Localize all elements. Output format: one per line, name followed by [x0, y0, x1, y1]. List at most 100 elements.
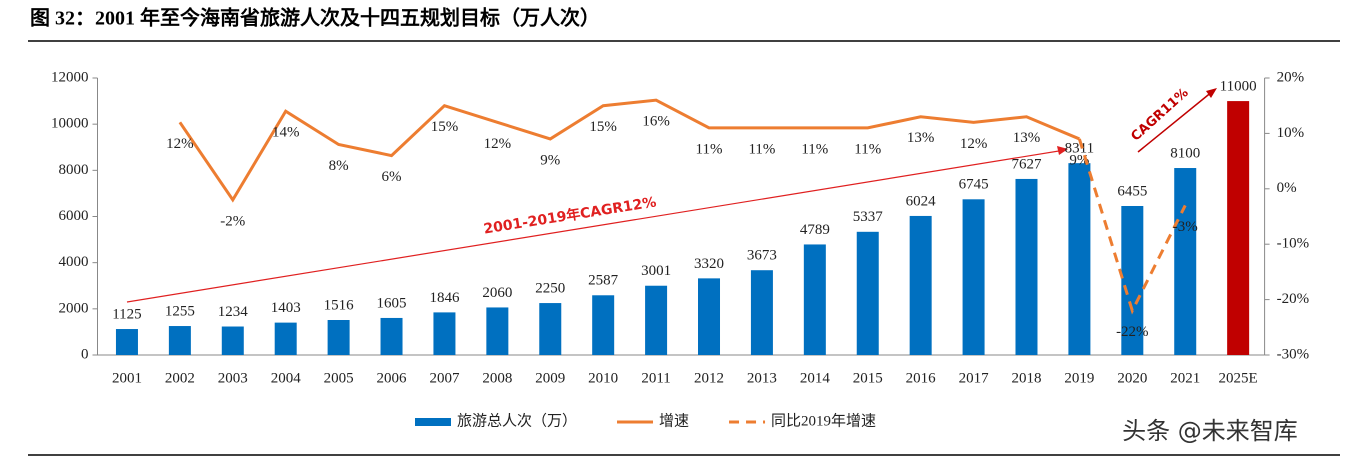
x-tick-label: 2011: [641, 370, 670, 386]
annotation: 2001-2019年CAGR12%: [482, 193, 657, 237]
bar: [274, 322, 297, 355]
line-label: -3%: [1173, 219, 1198, 235]
bar: [645, 285, 668, 355]
watermark: 头条 @未来智库: [1122, 417, 1298, 445]
y-tick-label: 2000: [59, 300, 89, 316]
line: [178, 98, 1080, 203]
line-label: 15%: [589, 119, 617, 135]
bar: [539, 303, 562, 355]
x-tick-label: 2012: [694, 370, 724, 386]
y2-tick-label: 10%: [1277, 125, 1305, 141]
legend-swatch: [415, 418, 451, 426]
bar-label: 3320: [694, 256, 724, 272]
bar: [380, 317, 403, 355]
bar-label: 2587: [588, 273, 619, 289]
arrow-head: [1206, 88, 1217, 98]
legend-label: 同比2019年增速: [771, 412, 876, 429]
arrow: [126, 149, 1066, 303]
bar: [486, 307, 509, 355]
y-tick-label: 4000: [59, 254, 89, 270]
annotation: CAGR11%: [1128, 86, 1191, 145]
x-tick-label: 2008: [482, 370, 512, 386]
x-tick-label: 2001: [112, 370, 142, 386]
y-tick-label: 10000: [51, 116, 89, 132]
bar-label: 11000: [1220, 79, 1257, 95]
line-label: 11%: [696, 141, 723, 157]
bar-label: 5337: [853, 209, 884, 225]
bar: [327, 320, 350, 355]
line-label: 12%: [484, 136, 512, 152]
bar: [698, 278, 721, 355]
y2-tick-label: -10%: [1277, 236, 1310, 252]
y2-tick-label: 0%: [1277, 180, 1297, 196]
bar-label: 1255: [165, 303, 195, 319]
bar: [1227, 101, 1250, 355]
x-tick-label: 2003: [218, 370, 248, 386]
x-tick-label: 2004: [271, 370, 302, 386]
bar-label: 8311: [1065, 141, 1094, 157]
arrow: [1137, 90, 1214, 153]
line-label: 13%: [1013, 130, 1041, 146]
x-tick-label: 2010: [588, 370, 618, 386]
line-label: 12%: [166, 136, 194, 152]
y-tick-label: 6000: [59, 208, 89, 224]
bar-label: 3673: [747, 248, 777, 264]
bar-label: 6455: [1117, 183, 1147, 199]
x-tick-label: 2018: [1011, 370, 1041, 386]
bar: [1121, 205, 1144, 355]
y-tick-label: 12000: [51, 69, 89, 85]
line-label: 15%: [431, 119, 459, 135]
y2-tick-label: -20%: [1277, 291, 1310, 307]
bar-label: 7627: [1011, 156, 1042, 172]
bar: [909, 215, 932, 355]
bar: [433, 312, 456, 355]
line-label: 11%: [854, 141, 881, 157]
bar: [750, 270, 773, 355]
x-tick-label: 2015: [853, 370, 883, 386]
y2-tick-label: -30%: [1277, 346, 1310, 362]
y-tick-label: 8000: [59, 162, 89, 178]
bar-label: 1403: [271, 300, 301, 316]
legend-label: 旅游总人次（万）: [457, 412, 577, 429]
bar-label: 1605: [377, 295, 407, 311]
line: [1077, 138, 1187, 315]
x-tick-label: 2002: [165, 370, 195, 386]
x-tick-label: 2009: [535, 370, 565, 386]
x-tick-label: 2021: [1170, 370, 1200, 386]
line-label: 6%: [382, 169, 402, 185]
line-label: 13%: [907, 130, 935, 146]
bar: [115, 329, 138, 355]
bar-label: 1846: [429, 290, 460, 306]
line-label: 11%: [801, 141, 828, 157]
bar: [1015, 178, 1038, 355]
legend-label: 增速: [659, 412, 689, 429]
bar: [856, 231, 879, 355]
bar-label: 6745: [959, 177, 989, 193]
bar: [962, 199, 985, 355]
x-tick-label: 2006: [377, 370, 408, 386]
arrow-head: [1057, 146, 1068, 155]
bar: [803, 244, 826, 355]
bar-label: 2250: [535, 281, 565, 297]
bar-label: 1234: [218, 304, 249, 320]
line-label: -22%: [1116, 324, 1149, 340]
x-tick-label: 2005: [324, 370, 354, 386]
line-label: 14%: [272, 125, 300, 141]
line-label: 9%: [540, 152, 560, 168]
bar-label: 1516: [324, 297, 355, 313]
bar: [1174, 168, 1197, 355]
x-tick-label: 2025E: [1219, 370, 1258, 386]
bar-label: 8100: [1170, 145, 1200, 161]
x-tick-label: 2007: [429, 370, 460, 386]
x-tick-label: 2019: [1064, 370, 1094, 386]
bar: [221, 326, 244, 355]
line-label: -2%: [220, 213, 245, 229]
x-tick-label: 2016: [906, 370, 937, 386]
bar-label: 6024: [906, 193, 937, 209]
chart-title: 图 32：2001 年至今海南省旅游人次及十四五规划目标（万人次）: [30, 6, 600, 30]
line-label: 8%: [329, 158, 349, 174]
bar-label: 2060: [482, 285, 512, 301]
line-label: 11%: [748, 141, 775, 157]
